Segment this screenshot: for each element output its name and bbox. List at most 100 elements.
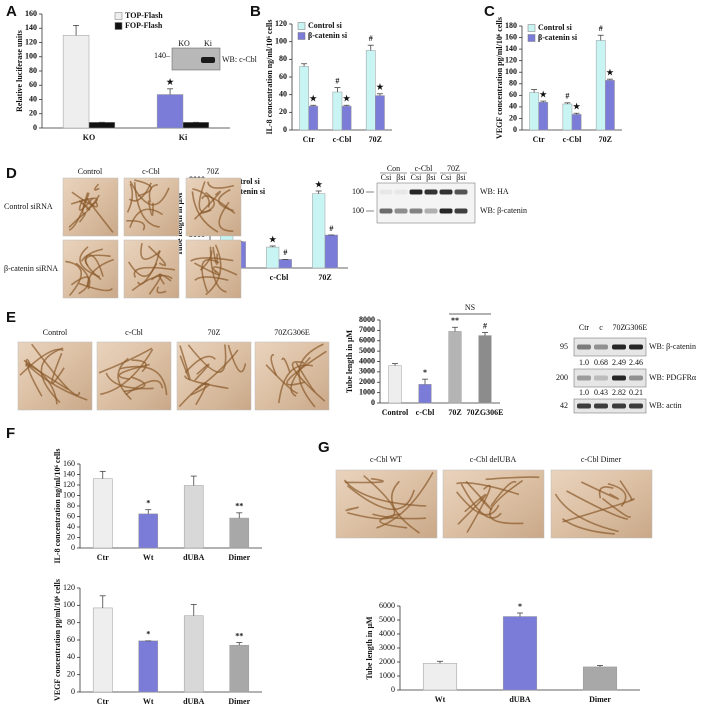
significance-marker: ★ [540,90,548,99]
vessel [207,181,235,189]
y-tick-label: 5000 [379,615,395,624]
vessel [199,191,215,215]
micrograph [96,341,172,411]
bar [375,95,385,131]
blot-group-label: Con [387,164,400,173]
blot [573,337,647,357]
blot-group-label: 70Z [447,164,460,173]
significance-marker: * [146,499,150,508]
x-tick-label: 70Z [448,408,461,417]
legend-label: β-catenin si [538,33,578,42]
blot [376,182,476,224]
blot-quant: 0.68 [594,358,608,367]
y-tick-label: 140 [25,23,37,32]
vessel [295,362,316,393]
significance-marker: * [518,602,522,611]
significance-marker: ★ [606,68,614,77]
y-axis-label: Relative luciferase units [15,30,24,112]
blot-marker: 100 [352,187,364,196]
blot-band [629,403,643,409]
significance-marker: ★ [343,94,351,103]
legend-swatch [114,22,123,30]
vessel [27,364,43,397]
blot [573,398,647,414]
vessel [78,282,113,292]
vessel [580,481,620,500]
blot-band [612,403,626,409]
blot-quant: 0.21 [629,388,643,397]
vessel [566,490,629,520]
vessel [84,254,111,281]
vessel [133,266,176,278]
vessel [125,380,164,396]
blot-band [629,344,643,350]
significance-marker: * [146,630,150,639]
bar [229,644,250,693]
vessel [194,363,210,381]
y-axis-label: IL-8 concentration ng/ml/10⁶ cells [53,448,62,563]
y-tick-label: 60 [29,80,37,89]
y-tick-label: 20 [279,107,287,116]
blot-label: WB: HA [480,187,509,196]
blot-label: WB: c-Cbl [222,55,258,64]
vessel [184,375,229,390]
y-tick-label: 8000 [359,315,375,324]
vessel [140,242,162,260]
bar [418,384,432,404]
blot-quant: 2.82 [612,388,626,397]
vessel [346,484,415,511]
vessel [601,497,632,518]
y-tick-label: 40 [67,522,75,531]
y-tick-label: 20 [29,109,37,118]
micrograph-label: c-Cbl WT [370,455,402,464]
vessel [65,260,82,297]
y-tick-label: 0 [33,123,37,132]
vessel [129,180,170,206]
bar [605,80,615,131]
bar [138,640,159,693]
vessel [68,192,90,231]
x-tick-label: Wt [143,697,154,706]
vessel [19,348,64,376]
vessel [187,344,227,373]
bar [92,478,113,549]
micrograph-label: 70Z [207,167,220,176]
significance-marker: ★ [573,102,581,111]
blot-band [439,189,453,195]
significance-marker: # [599,24,603,33]
vessel [194,276,229,281]
vessel [265,364,299,395]
vessel [119,365,168,396]
vessel [457,493,487,525]
legend-label: β-catenin si [308,31,348,40]
significance-marker: ★ [310,94,318,103]
y-tick-label: 120 [63,583,75,592]
vessel [193,262,221,276]
blot-lane-label: Csi [441,173,452,182]
legend-label: β-catenin si [226,187,266,196]
y-tick-label: 2000 [379,657,395,666]
y-tick-label: 160 [25,9,37,18]
vessel [286,350,327,386]
bar [88,122,116,129]
blot-band [424,189,438,195]
vessel [81,192,100,215]
micrograph [335,469,438,539]
y-tick-label: 40 [29,94,37,103]
blot-band [409,189,423,195]
vessel [278,364,313,404]
bar [478,335,492,404]
bar [299,66,309,131]
bar [582,666,618,691]
vessel [70,276,91,290]
y-tick-label: 20 [509,113,517,122]
blot-marker: 140– [154,51,171,60]
micrograph-label: Control [78,167,103,176]
vessel [347,475,396,520]
x-tick-label: 70Z [369,135,382,144]
blot-lane-label: Csi [381,173,392,182]
vessel [184,355,216,374]
bar [422,663,458,691]
x-tick-label: 70ZG306E [467,408,504,417]
legend-label: Control si [226,177,261,186]
